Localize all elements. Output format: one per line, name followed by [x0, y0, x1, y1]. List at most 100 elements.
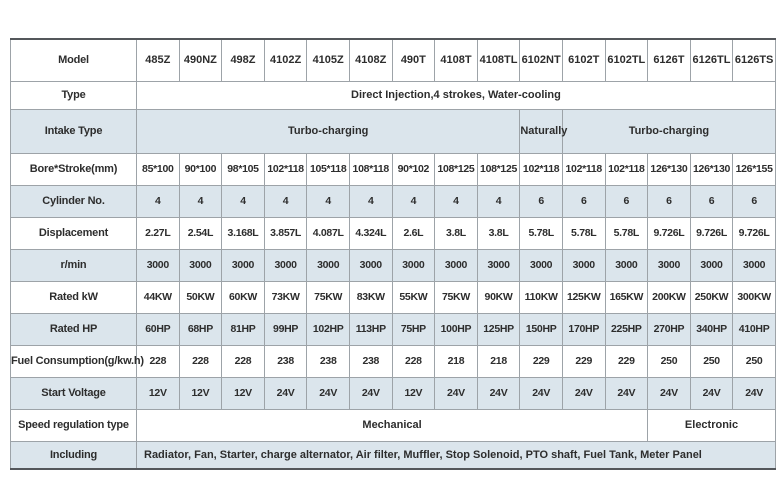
- spec-value-cell: 24V: [476, 376, 521, 410]
- spec-value-cell: 9.726L: [732, 216, 776, 250]
- row-label: Including: [10, 440, 137, 470]
- spec-value-cell: 3000: [348, 248, 393, 282]
- spec-value-cell: 6: [647, 184, 691, 218]
- spec-merged-cell: Turbo-charging: [135, 108, 521, 154]
- spec-value-cell: 60KW: [221, 280, 265, 314]
- spec-value-cell: 3000: [476, 248, 521, 282]
- spec-value-cell: 12V: [391, 376, 436, 410]
- model-header-cell: 6102T: [561, 38, 606, 82]
- spec-value-cell: 102*118: [263, 152, 308, 186]
- table-row: r/min 3000 3000 3000 3000 3000 3000 3000 3000 300…: [10, 248, 776, 282]
- spec-value-cell: 24V: [689, 376, 734, 410]
- row-label: Type: [10, 80, 137, 110]
- model-header-cell: 6102NT: [519, 38, 563, 82]
- spec-value-cell: 108*125: [434, 152, 478, 186]
- spec-value-cell: 50KW: [178, 280, 223, 314]
- model-header-cell: 4105Z: [306, 38, 350, 82]
- spec-value-cell: 340HP: [689, 312, 734, 346]
- model-header-cell: 4102Z: [263, 38, 308, 82]
- row-label-model: Model: [10, 38, 137, 82]
- spec-value-cell: 75KW: [306, 280, 350, 314]
- spec-value-cell: 228: [391, 344, 436, 378]
- spec-value-cell: 250: [647, 344, 691, 378]
- table-row: Displacement 2.27L 2.54L 3.168L 3.857L 4.087L…: [10, 216, 776, 250]
- table-row: Cylinder No. 4 4 4 4 4 4 4 4 4 6 6 6 6 6 6: [10, 184, 776, 218]
- spec-value-cell: 3000: [136, 248, 180, 282]
- table-row: Bore*Stroke(mm) 85*100 90*100 98*105 102*118…: [10, 152, 776, 186]
- spec-value-cell: 44KW: [136, 280, 180, 314]
- spec-value-cell: 3000: [434, 248, 478, 282]
- model-header-cell: 490T: [391, 38, 436, 82]
- spec-value-cell: 3000: [391, 248, 436, 282]
- spec-value-cell: 75HP: [391, 312, 436, 346]
- spec-value-cell: 102*118: [604, 152, 649, 186]
- spec-value-cell: 300KW: [732, 280, 776, 314]
- spec-value-cell: 165KW: [604, 280, 649, 314]
- spec-value-cell: 24V: [519, 376, 563, 410]
- spec-value-cell: 126*130: [647, 152, 691, 186]
- spec-value-cell: 3000: [561, 248, 606, 282]
- spec-value-cell: 102HP: [306, 312, 350, 346]
- row-label: Bore*Stroke(mm): [10, 152, 137, 186]
- spec-value-cell: 2.6L: [391, 216, 436, 250]
- table-row: Rated HP 60HP 68HP 81HP 99HP 102HP 113HP 75HP 10…: [10, 312, 776, 346]
- spec-value-cell: 229: [561, 344, 606, 378]
- spec-value-cell: 410HP: [732, 312, 776, 346]
- spec-merged-cell: Turbo-charging: [561, 108, 776, 154]
- spec-value-cell: 110KW: [519, 280, 563, 314]
- spec-merged-cell: Direct Injection,4 strokes, Water-coolin…: [136, 80, 776, 110]
- spec-merged-cell: Mechanical: [135, 408, 649, 442]
- model-header-cell: 498Z: [221, 38, 265, 82]
- model-header-cell: 4108T: [434, 38, 478, 82]
- row-label: Intake Type: [10, 108, 137, 154]
- model-header-row: Model 485Z 490NZ 498Z 4102Z 4105Z 4108Z 490T 410…: [10, 38, 776, 82]
- table-row: Type Direct Injection,4 strokes, Water-co…: [10, 80, 776, 110]
- spec-value-cell: 90KW: [476, 280, 521, 314]
- spec-value-cell: 24V: [263, 376, 308, 410]
- spec-value-cell: 238: [263, 344, 308, 378]
- spec-value-cell: 218: [476, 344, 521, 378]
- spec-value-cell: 24V: [732, 376, 776, 410]
- spec-value-cell: 150HP: [519, 312, 563, 346]
- spec-value-cell: 4: [178, 184, 223, 218]
- table-row: Intake Type Turbo-charging Naturally Turbo-…: [10, 108, 776, 154]
- spec-value-cell: 24V: [604, 376, 649, 410]
- spec-value-cell: 90*102: [391, 152, 436, 186]
- spec-merged-cell: Radiator, Fan, Starter, charge alternato…: [136, 440, 776, 470]
- model-header-cell: 6102TL: [604, 38, 649, 82]
- spec-value-cell: 55KW: [391, 280, 436, 314]
- model-header-cell: 490NZ: [178, 38, 223, 82]
- spec-value-cell: 24V: [434, 376, 478, 410]
- spec-value-cell: 6: [604, 184, 649, 218]
- spec-merged-cell: Electronic: [647, 408, 776, 442]
- spec-value-cell: 113HP: [348, 312, 393, 346]
- spec-table-body: Model 485Z 490NZ 498Z 4102Z 4105Z 4108Z 490T 410…: [10, 38, 776, 470]
- spec-value-cell: 6: [561, 184, 606, 218]
- spec-value-cell: 102*118: [519, 152, 563, 186]
- spec-value-cell: 3.168L: [221, 216, 265, 250]
- row-label: r/min: [10, 248, 137, 282]
- spec-value-cell: 90*100: [178, 152, 223, 186]
- spec-value-cell: 4: [306, 184, 350, 218]
- spec-value-cell: 4: [263, 184, 308, 218]
- spec-value-cell: 225HP: [604, 312, 649, 346]
- spec-value-cell: 75KW: [434, 280, 478, 314]
- spec-value-cell: 2.54L: [178, 216, 223, 250]
- spec-value-cell: 250: [689, 344, 734, 378]
- spec-value-cell: 3000: [604, 248, 649, 282]
- spec-value-cell: 3000: [519, 248, 563, 282]
- spec-value-cell: 3000: [647, 248, 691, 282]
- model-header-cell: 6126TL: [689, 38, 734, 82]
- spec-value-cell: 3000: [306, 248, 350, 282]
- spec-value-cell: 3000: [263, 248, 308, 282]
- spec-value-cell: 24V: [348, 376, 393, 410]
- spec-value-cell: 4.087L: [306, 216, 350, 250]
- spec-value-cell: 108*118: [348, 152, 393, 186]
- spec-value-cell: 229: [604, 344, 649, 378]
- spec-value-cell: 12V: [136, 376, 180, 410]
- spec-value-cell: 3000: [689, 248, 734, 282]
- spec-value-cell: 170HP: [561, 312, 606, 346]
- spec-value-cell: 81HP: [221, 312, 265, 346]
- spec-value-cell: 3000: [221, 248, 265, 282]
- spec-value-cell: 4: [434, 184, 478, 218]
